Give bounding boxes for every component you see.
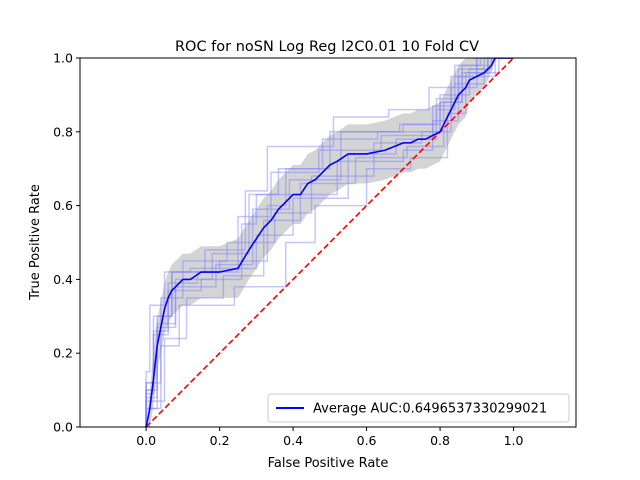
y-tick-label: 1.0: [53, 51, 73, 66]
y-tick-label: 0.4: [53, 272, 73, 287]
y-tick-label: 0.0: [53, 420, 73, 435]
mean-roc-line: [145, 58, 514, 427]
x-tick-label: 0.2: [210, 433, 230, 448]
fold-roc-line-2: [145, 58, 514, 427]
y-tick-label: 0.8: [53, 124, 73, 139]
legend-label: Average AUC:0.6496537330299021: [313, 402, 547, 417]
chance-line: [145, 58, 515, 427]
fold-roc-line-9: [145, 58, 514, 427]
fold-roc-line-1: [145, 58, 514, 427]
y-axis: 0.0 0.2 0.4 0.6 0.8 1.0: [53, 51, 80, 435]
y-tick-label: 0.6: [53, 198, 73, 213]
legend: Average AUC:0.6496537330299021: [267, 393, 570, 423]
x-axis: 0.0 0.2 0.4 0.6 0.8 1.0: [136, 427, 524, 448]
x-tick-label: 0.6: [357, 433, 377, 448]
fold-roc-line-7: [145, 58, 514, 427]
fold-roc-line-4: [145, 58, 514, 427]
x-tick-label: 1.0: [504, 433, 524, 448]
plot-area: [145, 58, 515, 427]
x-tick-label: 0.4: [283, 433, 303, 448]
y-axis-label: True Positive Rate: [28, 184, 43, 301]
fold-roc-line-6: [145, 58, 514, 427]
fold-roc-line-10: [145, 58, 514, 427]
chart-title: ROC for noSN Log Reg l2C0.01 10 Fold CV: [175, 39, 479, 55]
x-axis-label: False Positive Rate: [268, 456, 389, 471]
plot-frame: [79, 57, 577, 428]
y-tick-label: 0.2: [53, 346, 73, 361]
x-tick-label: 0.8: [430, 433, 450, 448]
x-tick-label: 0.0: [136, 433, 156, 448]
legend-box: [267, 393, 570, 423]
fold-roc-line-8: [145, 58, 514, 427]
